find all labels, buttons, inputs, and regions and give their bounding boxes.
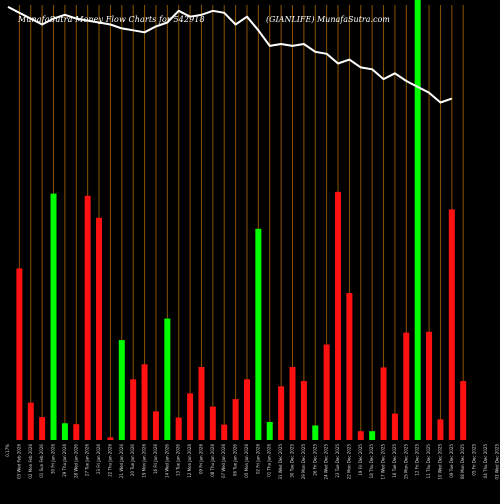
x-tick-label: 10 Wed Dec 2025 — [437, 444, 442, 480]
money-flow-bar — [426, 331, 433, 440]
money-flow-bar — [175, 417, 182, 440]
money-flow-bar — [232, 399, 239, 440]
x-tick-label: 18 Thu Dec 2025 — [369, 444, 374, 479]
money-flow-bar — [380, 367, 387, 440]
money-flow-bar — [346, 293, 353, 440]
x-tick-label: 19 Mon Jan 2026 — [142, 444, 147, 478]
x-tick-label: 12 Fri Dec 2025 — [415, 444, 420, 476]
money-flow-bar — [39, 417, 46, 440]
money-flow-bar — [255, 228, 262, 440]
money-flow-bar — [335, 191, 342, 440]
money-flow-bar — [312, 425, 319, 440]
chart-title: MunafaSutra Money Flow Charts for 542918 — [18, 15, 205, 24]
money-flow-bar — [289, 366, 296, 440]
x-tick-label: 17 Wed Dec 2025 — [381, 444, 386, 480]
x-tick-label: 15 Mon Dec 2025 — [403, 444, 408, 480]
money-flow-bar — [437, 419, 444, 440]
x-tick-label: 23 Tue Dec 2025 — [335, 444, 340, 478]
x-tick-label: 08 Mon Dec 2025 — [460, 444, 465, 480]
x-tick-label: 24 Wed Dec 2025 — [324, 444, 329, 480]
money-flow-bar — [243, 379, 250, 440]
x-tick-label: 03 Wed Feb 2026 — [16, 444, 21, 479]
money-flow-bar — [141, 364, 148, 440]
x-tick-label: 06 Tue Jan 2026 — [233, 444, 238, 477]
money-flow-bar — [152, 411, 159, 440]
x-tick-label: 0.17% — [5, 444, 10, 457]
x-tick-label: 29 Thu Jan 2026 — [62, 444, 67, 477]
x-tick-label: 07 Wed Jan 2026 — [221, 444, 226, 478]
money-flow-bar — [357, 431, 364, 440]
x-tick-label: 20 Tue Jan 2026 — [130, 444, 135, 477]
chart-title-site: (GIANLIFE) MunafaSutra.com — [266, 15, 390, 24]
x-tick-label: 16 Fri Jan 2026 — [153, 444, 158, 474]
money-flow-bar — [198, 366, 205, 440]
x-tick-label: 08 Thu Jan 2026 — [210, 444, 215, 477]
money-flow-bar — [61, 423, 68, 440]
x-tick-label: 01 Thu Jan 2026 — [267, 444, 272, 477]
money-flow-bar — [107, 437, 114, 440]
x-tick-label: 12 Mon Jan 2026 — [187, 444, 192, 478]
x-tick-label: 03 Wed Dec 2025 — [494, 444, 499, 480]
x-tick-label: 31 Wed Dec 2025 — [278, 444, 283, 480]
money-flow-bar — [50, 193, 57, 440]
money-flow-bar — [266, 421, 273, 440]
money-flow-bar — [403, 332, 410, 440]
x-tick-label: 28 Wed Jan 2026 — [73, 444, 78, 478]
x-tick-label: 02 Fri Jan 2026 — [255, 444, 260, 474]
money-flow-bar — [187, 393, 194, 440]
x-tick-label: 22 Mon Dec 2025 — [346, 444, 351, 480]
x-tick-label: 22 Thu Jan 2026 — [107, 444, 112, 477]
money-flow-bar — [27, 402, 34, 440]
x-tick-label: 23 Fri Jan 2026 — [96, 444, 101, 474]
x-tick-label: 05 Mon Jan 2026 — [244, 444, 249, 478]
money-flow-bar — [130, 379, 137, 440]
money-flow-bar — [209, 406, 216, 440]
money-flow-bar — [414, 0, 421, 440]
x-tick-labels: 0.17% 03 Wed Feb 2026 02 Mon Feb 2026 01 Su… — [5, 444, 499, 480]
x-tick-label: 02 Mon Feb 2026 — [28, 444, 33, 479]
money-flow-bar — [221, 424, 228, 440]
x-tick-label: 13 Tue Jan 2026 — [176, 444, 181, 477]
x-tick-label: 14 Wed Jan 2026 — [164, 444, 169, 478]
x-tick-label: 30 Fri Jan 2026 — [51, 444, 56, 474]
money-flow-bar — [448, 209, 455, 440]
x-tick-label: 16 Tue Dec 2025 — [392, 444, 397, 478]
x-tick-label: 11 Thu Dec 2025 — [426, 444, 431, 479]
x-tick-label: 09 Tue Dec 2025 — [449, 444, 454, 478]
x-tick-label: 26 Fri Dec 2025 — [312, 444, 317, 476]
money-flow-bar — [391, 413, 398, 440]
money-flow-bar — [369, 431, 376, 440]
x-tick-label: 30 Tue Dec 2025 — [290, 444, 295, 478]
x-tick-label: 19 Fri Dec 2025 — [358, 444, 363, 476]
money-flow-bar — [460, 381, 467, 440]
money-flow-bar — [73, 424, 80, 440]
money-flow-bar — [96, 217, 103, 440]
money-flow-bar — [323, 344, 330, 440]
x-tick-label: 01 Sun Feb 2026 — [39, 444, 44, 478]
x-tick-label: 05 Fri Dec 2025 — [472, 444, 477, 476]
bars — [16, 0, 467, 440]
x-tick-label: 29 Mon Dec 2025 — [301, 444, 306, 480]
x-tick-label: 27 Tue Jan 2026 — [85, 444, 90, 477]
money-flow-bar — [84, 195, 91, 440]
money-flow-bar — [278, 386, 285, 440]
money-flow-bar — [164, 318, 171, 440]
money-flow-bar — [300, 381, 307, 440]
x-tick-label: 09 Fri Jan 2026 — [198, 444, 203, 474]
x-tick-label: 04 Thu Dec 2025 — [483, 444, 488, 479]
price-line — [7, 6, 453, 104]
money-flow-bar — [118, 340, 125, 440]
money-flow-bar — [16, 268, 23, 440]
x-tick-label: 21 Wed Jan 2026 — [119, 444, 124, 478]
